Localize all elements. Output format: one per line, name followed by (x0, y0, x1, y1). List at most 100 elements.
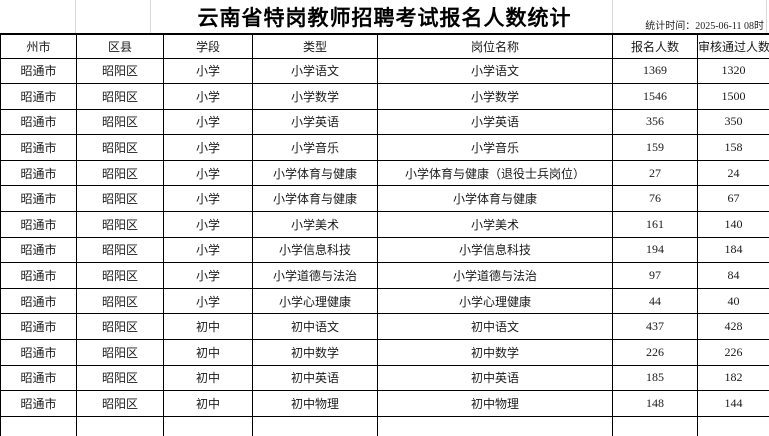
table-cell: 428 (697, 313, 769, 341)
table-cell: 小学体育与健康 (252, 185, 378, 213)
table-cell (697, 415, 769, 436)
partial-row (0, 415, 769, 436)
table-cell: 小学 (163, 287, 253, 315)
table-cell (377, 415, 613, 436)
table-cell: 1369 (612, 57, 698, 85)
table-cell: 昭阳区 (76, 262, 164, 289)
table-row: 昭通市 昭阳区 小学 小学心理健康 小学心理健康 44 40 (0, 287, 769, 315)
table-cell: 昭阳区 (76, 134, 164, 161)
table-row: 昭通市 昭阳区 小学 小学美术 小学美术 161 140 (0, 211, 769, 238)
table-row: 昭通市 昭阳区 初中 初中语文 初中语文 437 428 (0, 313, 769, 341)
table-cell: 97 (612, 262, 698, 289)
table-cell: 小学 (163, 83, 253, 110)
table-cell: 昭通市 (0, 134, 77, 161)
table-cell: 44 (612, 287, 698, 315)
table-cell: 昭通市 (0, 211, 77, 238)
table-cell: 1320 (697, 57, 769, 85)
table-cell: 昭阳区 (76, 185, 164, 213)
table-row: 昭通市 昭阳区 小学 小学体育与健康 小学体育与健康 76 67 (0, 185, 769, 213)
table-cell (0, 415, 77, 436)
table-cell: 小学信息科技 (377, 236, 613, 264)
gridline (766, 0, 767, 33)
table-cell: 小学英语 (377, 108, 613, 136)
table-cell: 小学数学 (252, 83, 378, 110)
column-header: 区县 (76, 33, 164, 59)
table-cell: 昭阳区 (76, 57, 164, 85)
table-cell: 昭通市 (0, 313, 77, 341)
table-cell (76, 415, 164, 436)
table-cell: 昭阳区 (76, 339, 164, 366)
table-cell: 初中 (163, 390, 253, 417)
table-cell: 小学语文 (377, 57, 613, 85)
table-cell: 昭阳区 (76, 108, 164, 136)
page-title: 云南省特岗教师招聘考试报名人数统计 (197, 5, 572, 30)
table-row: 昭通市 昭阳区 小学 小学信息科技 小学信息科技 194 184 (0, 236, 769, 264)
column-header: 学段 (163, 33, 253, 59)
table-cell: 初中 (163, 339, 253, 366)
table-body: 昭通市 昭阳区 小学 小学语文 小学语文 1369 1320 昭通市 昭阳区 小学 小学数学 小学数学… (0, 57, 769, 436)
table-cell: 159 (612, 134, 698, 161)
table-cell: 昭阳区 (76, 159, 164, 187)
table-cell: 昭通市 (0, 185, 77, 213)
table-row: 昭通市 昭阳区 小学 小学音乐 小学音乐 159 158 (0, 134, 769, 161)
table-cell: 初中物理 (252, 390, 378, 417)
table-cell: 小学 (163, 211, 253, 238)
table-cell: 昭通市 (0, 236, 77, 264)
table-cell: 初中英语 (252, 364, 378, 392)
table-cell: 初中英语 (377, 364, 613, 392)
table-cell: 144 (697, 390, 769, 417)
table-cell: 182 (697, 364, 769, 392)
table-cell: 小学道德与法治 (377, 262, 613, 289)
table-cell: 356 (612, 108, 698, 136)
table-cell: 小学音乐 (377, 134, 613, 161)
table-cell: 昭通市 (0, 159, 77, 187)
table-cell: 昭通市 (0, 57, 77, 85)
table-cell: 小学信息科技 (252, 236, 378, 264)
table-cell: 24 (697, 159, 769, 187)
table-cell: 小学 (163, 185, 253, 213)
table-row: 昭通市 昭阳区 小学 小学数学 小学数学 1546 1500 (0, 83, 769, 110)
table-cell: 84 (697, 262, 769, 289)
table-row: 昭通市 昭阳区 小学 小学道德与法治 小学道德与法治 97 84 (0, 262, 769, 289)
gridline (75, 0, 76, 33)
table-cell: 小学心理健康 (252, 287, 378, 315)
table-cell: 140 (697, 211, 769, 238)
table-cell: 昭阳区 (76, 236, 164, 264)
table-cell: 昭通市 (0, 262, 77, 289)
table-cell (252, 415, 378, 436)
table-cell: 昭通市 (0, 339, 77, 366)
table-cell: 小学 (163, 262, 253, 289)
table-row: 昭通市 昭阳区 小学 小学语文 小学语文 1369 1320 (0, 57, 769, 85)
column-header: 类型 (252, 33, 378, 59)
table-cell: 昭通市 (0, 108, 77, 136)
table-cell: 小学英语 (252, 108, 378, 136)
table-cell: 昭通市 (0, 364, 77, 392)
table-cell: 194 (612, 236, 698, 264)
table-cell: 昭通市 (0, 287, 77, 315)
table-cell: 158 (697, 134, 769, 161)
table-cell: 初中数学 (252, 339, 378, 366)
table-cell: 昭阳区 (76, 390, 164, 417)
table-cell: 初中数学 (377, 339, 613, 366)
table-row: 昭通市 昭阳区 初中 初中物理 初中物理 148 144 (0, 390, 769, 417)
table-cell: 350 (697, 108, 769, 136)
table-cell: 1500 (697, 83, 769, 110)
table-cell: 1546 (612, 83, 698, 110)
table-cell: 小学语文 (252, 57, 378, 85)
table-cell: 昭阳区 (76, 364, 164, 392)
table-row: 昭通市 昭阳区 初中 初中数学 初中数学 226 226 (0, 339, 769, 366)
table-cell: 小学道德与法治 (252, 262, 378, 289)
table-cell: 小学体育与健康 (377, 185, 613, 213)
table-cell (163, 415, 253, 436)
table-cell: 昭阳区 (76, 83, 164, 110)
column-header: 州市 (0, 33, 77, 59)
table-cell: 初中语文 (252, 313, 378, 341)
table-cell: 昭阳区 (76, 211, 164, 238)
table-cell: 27 (612, 159, 698, 187)
table-cell: 76 (612, 185, 698, 213)
table-cell: 小学美术 (252, 211, 378, 238)
table-cell: 小学 (163, 159, 253, 187)
table-cell: 昭通市 (0, 83, 77, 110)
gridline (612, 0, 613, 33)
